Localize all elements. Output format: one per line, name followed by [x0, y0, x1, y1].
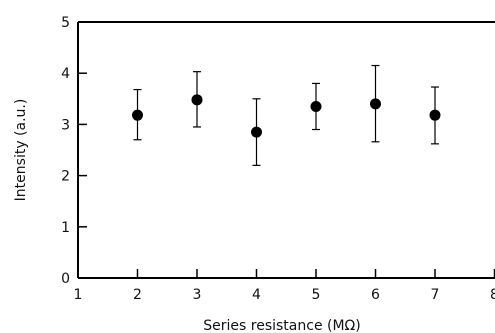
data-point	[429, 109, 441, 121]
y-tick-label: 1	[61, 220, 70, 236]
y-tick-label: 3	[61, 117, 70, 133]
data-point	[191, 94, 203, 106]
y-tick-label: 4	[61, 66, 70, 82]
x-tick-label: 4	[252, 287, 261, 303]
plot-frame	[77, 21, 495, 279]
y-axis-label: Intensity (a.u.)	[13, 99, 29, 202]
data-point	[310, 100, 322, 112]
data-point	[132, 109, 143, 121]
x-tick-label: 2	[133, 287, 142, 303]
data-point	[370, 98, 381, 110]
y-tick-label: 2	[61, 169, 70, 185]
data-point	[251, 126, 262, 138]
x-tick-label: 6	[371, 287, 380, 303]
y-axis-ticks: 0 1 2 3 4 5	[61, 15, 87, 287]
x-tick-label: 7	[431, 287, 440, 303]
x-axis-ticks: 1 2 3 4 5 6 7 8	[74, 269, 495, 303]
data-points	[132, 64, 441, 166]
x-tick-label: 1	[74, 287, 83, 303]
x-axis-label: Series resistance (MΩ)	[203, 318, 360, 333]
y-tick-label: 0	[61, 271, 70, 287]
x-tick-label: 8	[490, 287, 495, 303]
y-tick-label: 5	[61, 15, 70, 31]
x-tick-label: 3	[193, 287, 202, 303]
x-tick-label: 5	[312, 287, 321, 303]
